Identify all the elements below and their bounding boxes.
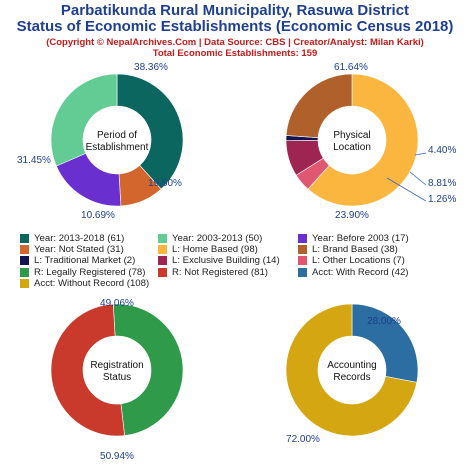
percent-label: 19.50% [148, 178, 182, 189]
copyright-line: (Copyright © NepalArchives.Com | Data So… [46, 37, 424, 48]
legend-label: L: Other Locations (7) [312, 255, 405, 267]
legend-item: R: Legally Registered (78) [20, 267, 145, 278]
legend-label: Year: Before 2003 (17) [312, 233, 409, 244]
total-line: Total Economic Establishments: 159 [152, 48, 318, 59]
donut-hole [83, 106, 151, 174]
percent-label: 1.26% [428, 194, 456, 205]
legend-swatch [20, 245, 29, 255]
legend-swatch [20, 256, 29, 266]
donut-hole [318, 336, 386, 404]
title-line-2: Status of Economic Establishments (Econo… [16, 18, 454, 35]
legend-swatch [20, 267, 29, 277]
legend-label: Year: Not Stated (31) [34, 244, 124, 256]
legend-label: Year: 2013-2018 (61) [34, 233, 125, 244]
leader-line [386, 177, 427, 202]
legend-label: Year: 2003-2013 (50) [172, 233, 263, 244]
legend-swatch [158, 234, 167, 243]
donut-center-label: Period of [97, 130, 137, 141]
donut-center-label: Records [333, 372, 370, 383]
legend-item: Acct: With Record (42) [298, 267, 409, 278]
donut-center-label: Physical [333, 130, 370, 141]
legend-item: Year: 2013-2018 (61) [20, 233, 124, 244]
legend-swatch [20, 278, 29, 288]
leader-line [409, 171, 427, 186]
donut-hole [83, 336, 151, 404]
donut-center-label: Status [103, 372, 131, 383]
percent-label: 49.06% [100, 298, 134, 309]
donut-center-label: Registration [90, 360, 143, 371]
legend-swatch [298, 234, 307, 243]
percent-label: 4.40% [428, 145, 456, 156]
title-line-1: Parbatikunda Rural Municipality, Rasuwa … [60, 2, 410, 19]
legend-item: L: Traditional Market (2) [20, 255, 135, 266]
percent-label: 23.90% [335, 210, 369, 221]
percent-label: 31.45% [17, 155, 51, 166]
legend-swatch [20, 234, 29, 243]
legend-item: Acct: Without Record (108) [20, 278, 149, 289]
legend-item: L: Other Locations (7) [298, 255, 405, 266]
donut-hole [318, 106, 386, 174]
percent-label: 61.64% [334, 62, 368, 73]
percent-label: 8.81% [428, 178, 456, 189]
percent-label: 50.94% [100, 451, 134, 462]
legend-item: L: Home Based (98) [158, 244, 258, 255]
legend-item: R: Not Registered (81) [158, 267, 268, 278]
leader-line [414, 152, 427, 156]
legend-label: L: Traditional Market (2) [34, 255, 136, 267]
legend-swatch [298, 245, 307, 255]
percent-label: 72.00% [286, 434, 320, 445]
legend-item: L: Brand Based (38) [298, 244, 398, 255]
legend-label: R: Not Registered (81) [172, 266, 268, 278]
legend-label: L: Brand Based (38) [312, 244, 398, 256]
legend-item: Year: Before 2003 (17) [298, 233, 409, 244]
legend-item: L: Exclusive Building (14) [158, 255, 280, 266]
legend-swatch [158, 245, 167, 255]
legend-item: Year: 2003-2013 (50) [158, 233, 262, 244]
legend-label: Acct: Without Record (108) [34, 277, 150, 289]
legend-swatch [298, 256, 307, 266]
legend-label: R: Legally Registered (78) [34, 266, 146, 278]
percent-label: 28.00% [367, 316, 401, 327]
percent-label: 10.69% [81, 210, 115, 221]
donut-center-label: Establishment [86, 142, 149, 153]
donut-slice [307, 73, 419, 207]
legend-item: Year: Not Stated (31) [20, 244, 124, 255]
donut-center-label: Accounting [327, 360, 376, 371]
legend-label: Acct: With Record (42) [312, 266, 409, 278]
legend-swatch [158, 267, 167, 277]
legend-swatch [158, 256, 167, 266]
legend-label: L: Exclusive Building (14) [172, 255, 280, 267]
donut-center-label: Location [333, 142, 371, 153]
legend-swatch [298, 267, 307, 277]
percent-label: 38.36% [134, 62, 168, 73]
legend-label: L: Home Based (98) [172, 244, 258, 256]
